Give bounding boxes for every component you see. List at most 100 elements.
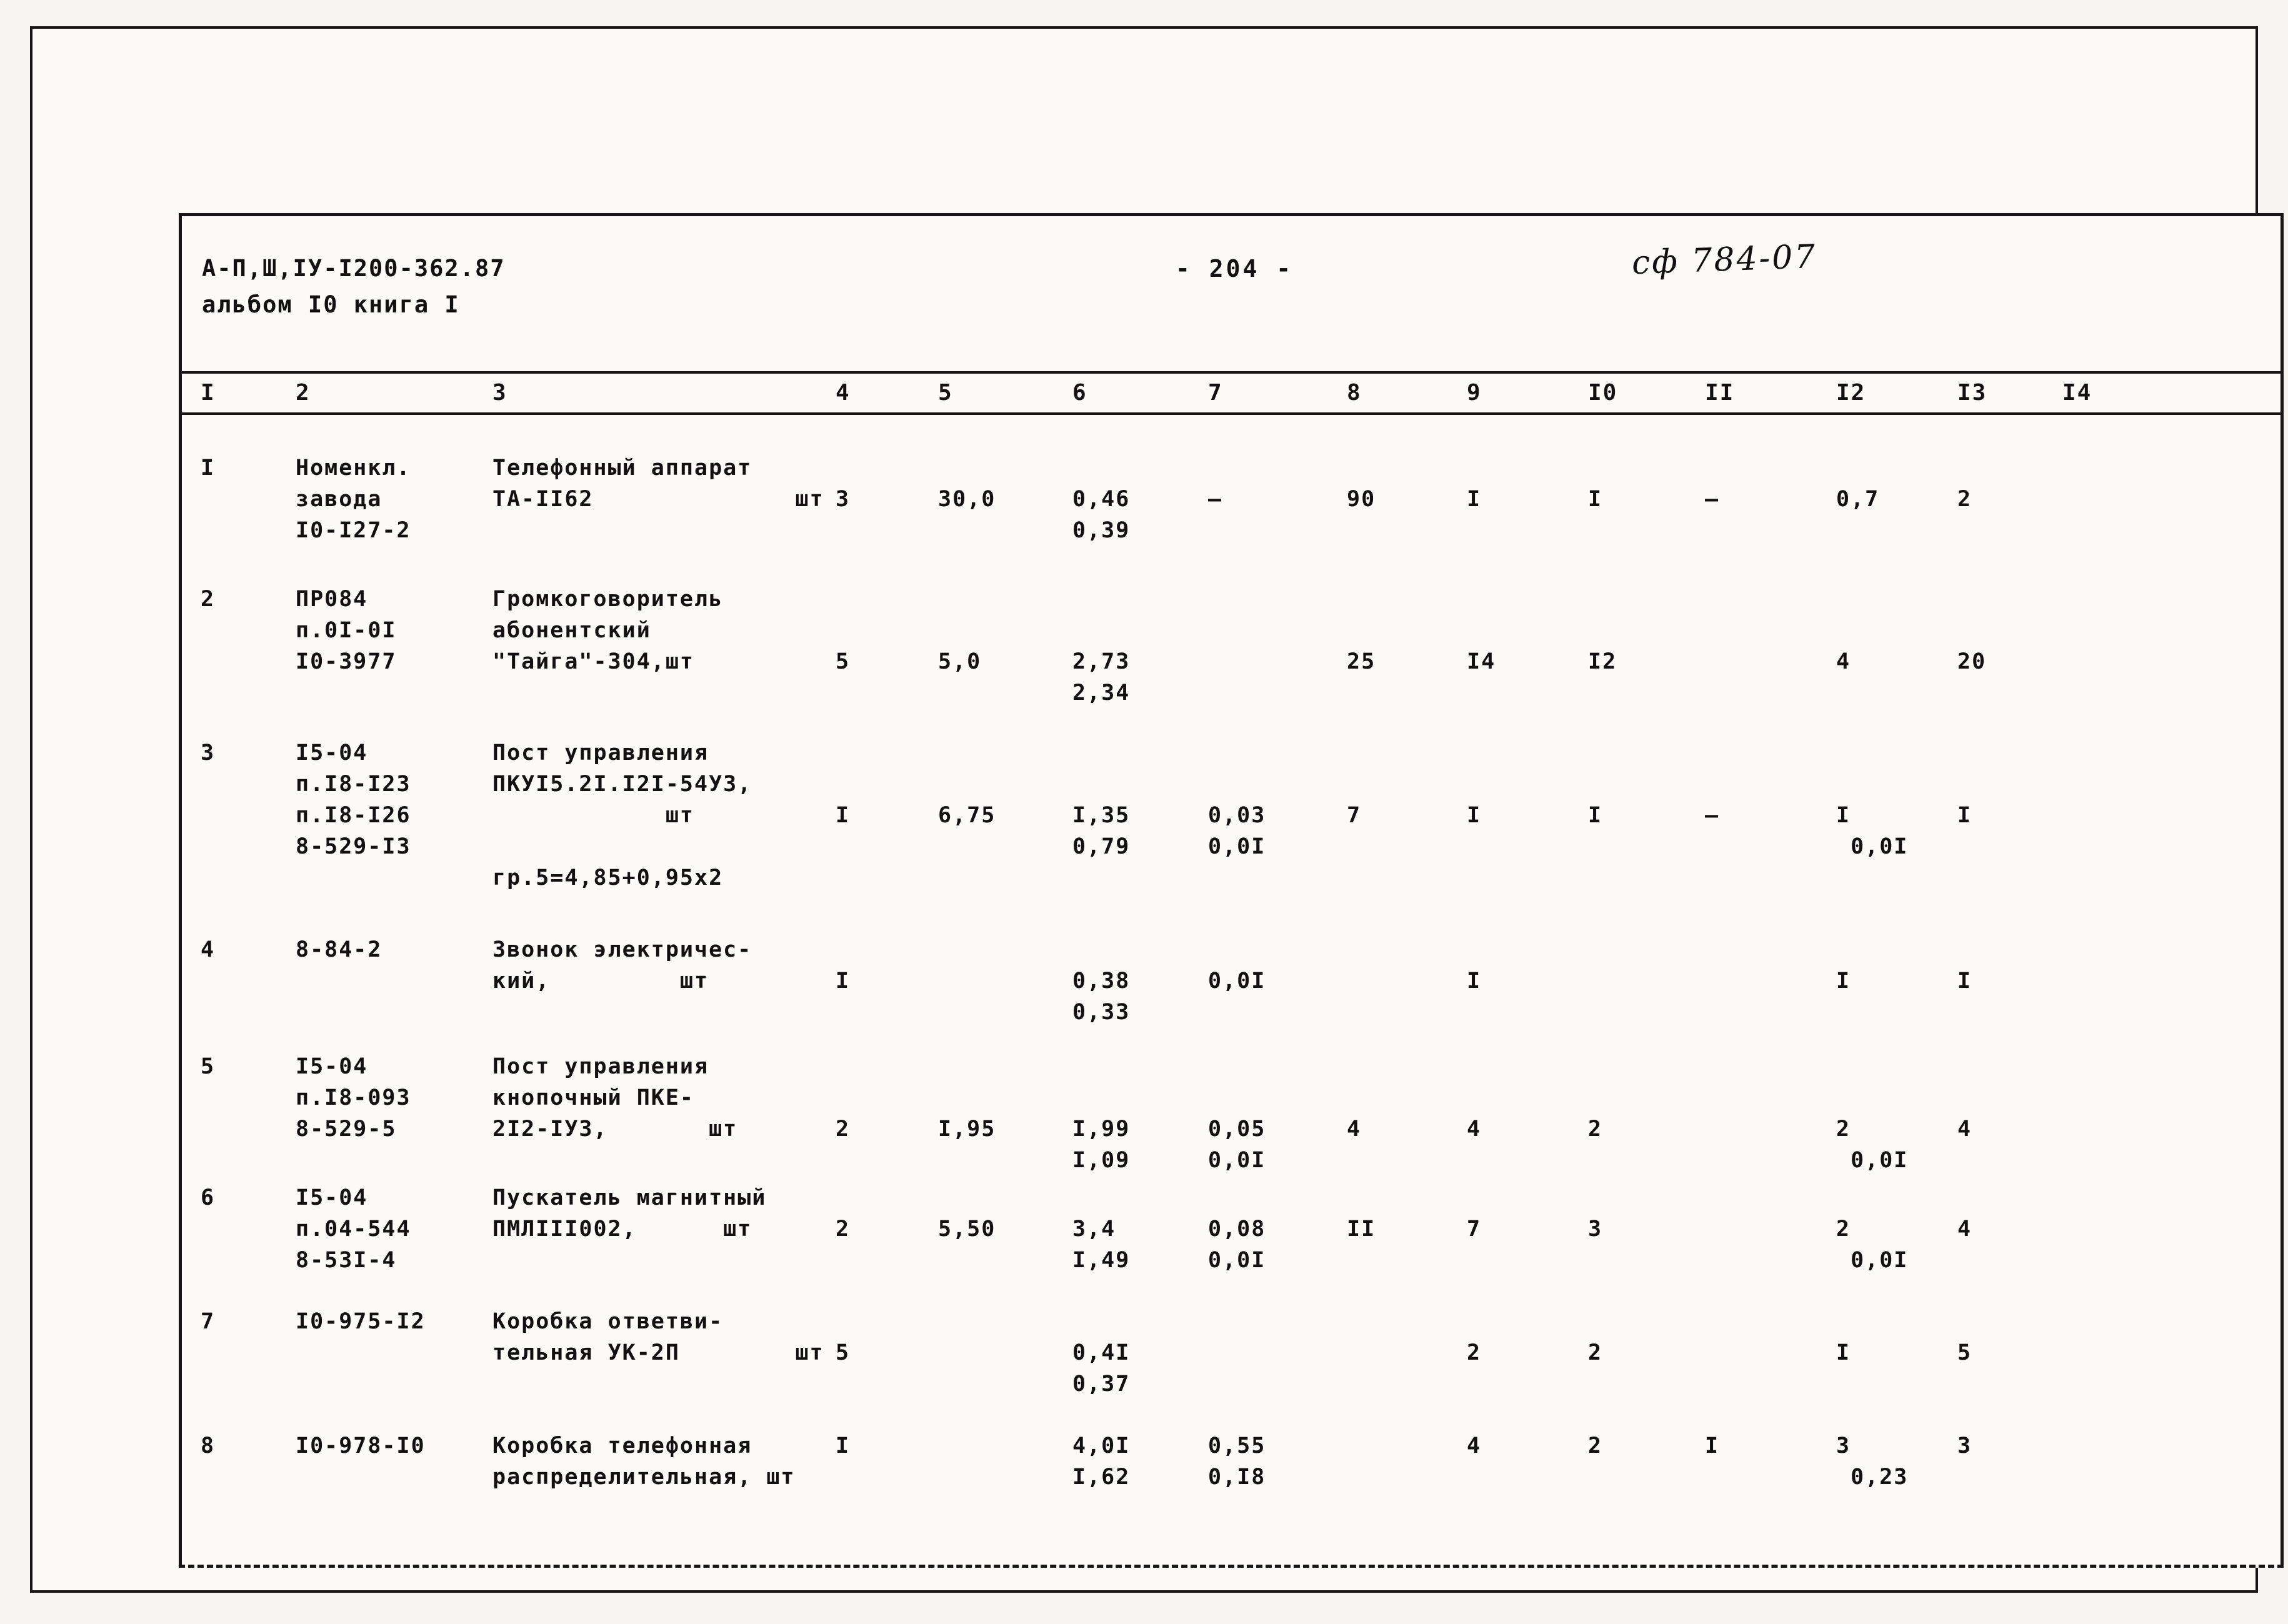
document-header: А-П,Ш,IУ-I200-362.87 альбом I0 книга I -… xyxy=(182,216,2281,371)
cell-col4: I xyxy=(836,1433,851,1458)
cell-col8 xyxy=(1347,934,1467,965)
cell-col2: I5-04 п.I8-I23 п.I8-I26 8-529-I3 xyxy=(296,740,411,859)
cell-col11 xyxy=(1705,934,1836,965)
cell-col10: I xyxy=(1588,487,1603,512)
column-header: 6 xyxy=(1072,380,1087,406)
cell-col13: 4 xyxy=(1957,1117,1972,1142)
cell-col8 xyxy=(1347,1306,1467,1337)
cell-col6: 2,73 2,34 xyxy=(1072,649,1131,705)
cell-col4: 5 xyxy=(836,1340,851,1365)
column-header: I0 xyxy=(1588,380,1618,406)
handwritten-stamp: сф 784-07 xyxy=(1631,237,1818,282)
album-book-label: альбом I0 книга I xyxy=(202,291,460,318)
cell-col4: I xyxy=(836,803,851,828)
cell-col7: – xyxy=(1208,487,1223,512)
column-header: 2 xyxy=(296,380,311,406)
cell-col13: 20 xyxy=(1957,649,1987,674)
column-header: 7 xyxy=(1208,380,1223,406)
cell-col14 xyxy=(2062,1051,2250,1113)
cell-col2: I0-975-I2 xyxy=(296,1309,426,1334)
cell-col3: Звонок электричес- кий, шт xyxy=(492,937,752,994)
cell-col13: 5 xyxy=(1957,1340,1972,1365)
cell-col11: I xyxy=(1705,1433,1720,1458)
cell-col5 xyxy=(938,1306,1072,1337)
table-row: I Номенкл. завода I0-I27-2 Телефонный аппа… xyxy=(201,452,2281,546)
cell-col2: I5-04 п.I8-093 8-529-5 xyxy=(296,1054,411,1142)
cell-col1: I xyxy=(201,456,216,481)
cell-col11: – xyxy=(1705,803,1720,828)
cell-col3: Телефонный аппарат ТА-II62 шт xyxy=(492,456,824,512)
cell-col8: 7 xyxy=(1347,803,1362,828)
cell-col4: 2 xyxy=(836,1217,851,1242)
cell-col4: 5 xyxy=(836,649,851,674)
cell-col8: 90 xyxy=(1347,487,1376,512)
cell-col1: 7 xyxy=(201,1309,216,1334)
cell-col6: 0,38 0,33 xyxy=(1072,969,1131,1025)
cell-col2: 8-84-2 xyxy=(296,937,382,962)
cell-col2: I0-978-I0 xyxy=(296,1433,426,1458)
table-row: 8 I0-978-I0 Коробка телефонная распределит… xyxy=(201,1430,2281,1493)
cell-col1: 2 xyxy=(201,587,216,612)
cell-col6: 3,4 I,49 xyxy=(1072,1217,1131,1273)
cell-col12: 4 xyxy=(1836,649,1851,674)
cell-col9: I xyxy=(1467,969,1482,994)
cell-col3: Пускатель магнитный ПМЛIII002, шт xyxy=(492,1185,767,1242)
document-code: А-П,Ш,IУ-I200-362.87 xyxy=(202,255,506,282)
cell-col2: I5-04 п.04-544 8-53I-4 xyxy=(296,1185,411,1273)
cell-col2: Номенкл. завода I0-I27-2 xyxy=(296,456,411,543)
cell-col14 xyxy=(2062,934,2250,965)
cell-col6: I,35 0,79 xyxy=(1072,803,1131,859)
column-header: 4 xyxy=(836,380,851,406)
cell-col1: 3 xyxy=(201,740,216,765)
cell-col10: I xyxy=(1588,803,1603,828)
cell-col12: 3 0,23 xyxy=(1836,1433,1909,1490)
page-number: - 204 - xyxy=(1176,255,1294,282)
cell-col11 xyxy=(1705,1306,1836,1337)
cell-col12: 0,7 xyxy=(1836,487,1880,512)
cell-col3: Коробка ответви- тельная УК-2П шт xyxy=(492,1309,824,1365)
cell-col9: 4 xyxy=(1467,1117,1482,1142)
cell-col7: 0,03 0,0I xyxy=(1208,803,1266,859)
cell-col4: 3 xyxy=(836,487,851,512)
cell-col4: I xyxy=(836,969,851,994)
cell-col1: 4 xyxy=(201,937,216,962)
table-body: I Номенкл. завода I0-I27-2 Телефонный аппа… xyxy=(182,415,2281,1493)
cell-col10: 3 xyxy=(1588,1217,1603,1242)
cell-col7 xyxy=(1208,1306,1347,1337)
cell-col7 xyxy=(1208,584,1347,646)
column-header: 5 xyxy=(938,380,953,406)
cell-col12: I 0,0I xyxy=(1836,803,1909,859)
cell-col14 xyxy=(2062,584,2250,646)
cell-col5 xyxy=(938,934,1072,965)
cell-col14 xyxy=(2062,737,2250,800)
cell-col9: 2 xyxy=(1467,1340,1482,1365)
cell-col7: 0,08 0,0I xyxy=(1208,1217,1266,1273)
column-header: I4 xyxy=(2062,380,2092,406)
document-sheet: А-П,Ш,IУ-I200-362.87 альбом I0 книга I -… xyxy=(179,213,2284,1568)
cell-col1: 5 xyxy=(201,1054,216,1079)
cell-col1: 6 xyxy=(201,1185,216,1210)
table-row: 4 8-84-2 Звонок электричес- кий, шт I 0,38 0… xyxy=(201,934,2281,1028)
cell-col11 xyxy=(1705,584,1836,646)
cell-col14 xyxy=(2062,452,2250,484)
table-row: 6 I5-04 п.04-544 8-53I-4 Пускатель магнитн… xyxy=(201,1182,2281,1276)
cell-col9: I4 xyxy=(1467,649,1496,674)
column-header: I3 xyxy=(1957,380,1987,406)
cell-col10: I2 xyxy=(1588,649,1617,674)
cell-col11: – xyxy=(1705,487,1720,512)
column-header: I2 xyxy=(1836,380,1866,406)
cell-col14 xyxy=(2062,1306,2250,1337)
cell-col9: I xyxy=(1467,803,1482,828)
cell-col11 xyxy=(1705,1051,1836,1113)
cell-col14 xyxy=(2062,1182,2250,1213)
column-header: 9 xyxy=(1467,380,1482,406)
cell-col13: I xyxy=(1957,803,1972,828)
cell-col8: 25 xyxy=(1347,649,1376,674)
table-header-row: I 2 3 4 5 6 7 8 9 I0 II I2 I3 I4 xyxy=(182,371,2281,415)
cell-col11 xyxy=(1705,1182,1836,1213)
cell-col7: 0,55 0,I8 xyxy=(1208,1433,1266,1490)
cell-col8: II xyxy=(1347,1217,1376,1242)
cell-col8: 4 xyxy=(1347,1117,1362,1142)
cell-col4: 2 xyxy=(836,1117,851,1142)
cell-col3: Громкоговоритель абонентский "Тайга"-304… xyxy=(492,587,724,674)
